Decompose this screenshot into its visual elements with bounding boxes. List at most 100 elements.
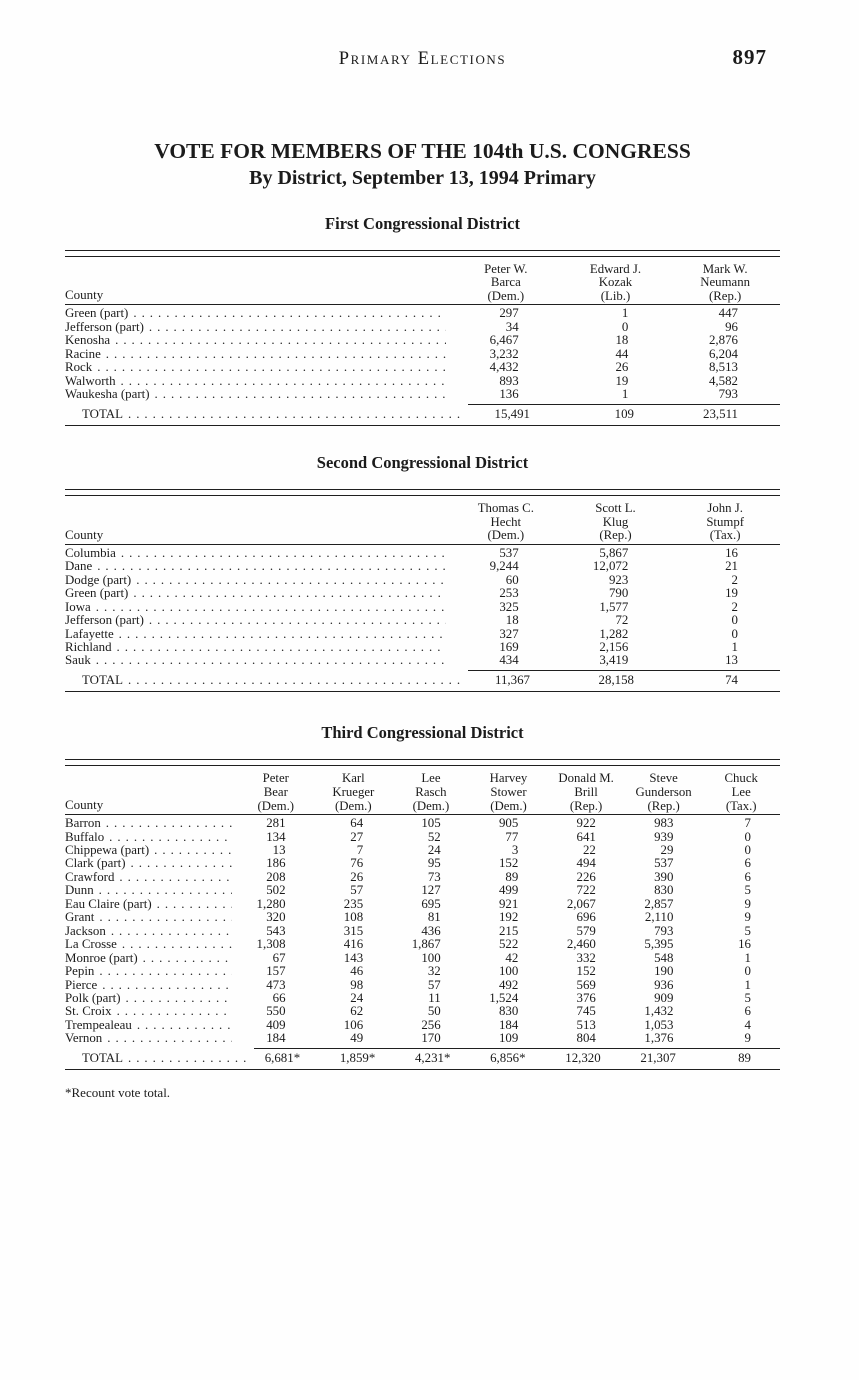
total-label: TOTAL [82,406,123,421]
dot-leader [99,911,232,924]
county-cell: Rock [65,361,451,374]
dot-leader [115,334,446,347]
vote-count: 1,280 [256,896,286,911]
candidate-headers: Peter Bear (Dem.) Karl Krueger (Dem.) Lee Rasch… [237,772,780,813]
vote-count: 215 [498,923,519,938]
row-values: 327 1,282 0 [451,627,780,641]
section-title-second-district: Second Congressional District [316,453,529,472]
vote-count: 5 [744,990,751,1005]
dot-leader [137,1019,232,1032]
county-name: Pierce [65,978,98,992]
row-values: 157 46 32 100 152 190 0 [237,964,780,979]
vote-count: 235 [343,896,364,911]
county-name: Buffalo [65,830,105,844]
vote-count: 502 [266,883,286,898]
vote-count: 226 [576,869,596,884]
total-label-cell: TOTAL [65,1048,254,1069]
dot-leader [154,844,232,857]
table-row: Polk (part) 66 24 11 1,524 376 909 5 [65,990,780,1005]
vote-count: 60 [505,572,519,587]
vote-count: 96 [725,319,738,334]
vote-count: 436 [421,923,441,938]
vote-count: 325 [499,599,519,614]
row-values: 253 790 19 [451,586,780,601]
vote-count: 9,244 [489,559,519,574]
total-vote-count: 23,511 [703,406,738,421]
total-label: TOTAL [82,1050,123,1065]
county-name: Chippewa (part) [65,844,150,857]
table-row: Jefferson (part) 18 72 0 [65,613,780,627]
county-name: Waukesha (part) [65,388,150,402]
vote-count: 2,460 [566,937,596,952]
total-values: 15,491 109 23,511 [468,403,780,425]
county-cell: Racine [65,348,451,361]
table-row: Green (part) 297 1 447 [65,306,780,321]
vote-count: 5,867 [599,545,629,560]
vote-count: 1 [621,387,629,402]
total-vote-count: 1,859* [339,1050,376,1065]
vote-count: 5 [744,883,751,898]
dot-leader [149,614,446,627]
county-cell: Vernon [65,1032,237,1045]
county-cell: Walworth [65,375,451,388]
vote-count: 100 [421,950,441,965]
row-values: 6,467 18 2,876 [451,333,780,347]
vote-count: 57 [427,977,441,992]
candidate-column-header: John J. Stumpf (Tax.) [706,501,744,543]
table-row: Sauk 434 3,419 13 [65,653,780,668]
vote-count: 543 [266,923,286,938]
third-district-table: County Peter Bear (Dem.) Karl Krueger (Dem.) L… [65,759,780,1071]
row-values: 550 62 50 830 745 1,432 6 [237,1004,780,1019]
dot-leader [128,674,463,687]
vote-count: 641 [576,829,596,844]
county-name: St. Croix [65,1005,112,1019]
vote-count: 42 [505,950,519,965]
vote-count: 253 [499,586,519,601]
vote-count: 100 [498,964,519,979]
vote-count: 1,308 [256,937,286,952]
dot-leader [99,965,232,978]
county-name: Columbia [65,546,116,560]
table-row: Racine 3,232 44 6,204 [65,347,780,361]
vote-count: 22 [582,843,596,857]
county-column-header: County [65,287,104,303]
county-cell: Green (part) [65,587,451,600]
table-row: Kenosha 6,467 18 2,876 [65,333,780,348]
vote-count: 922 [576,816,596,831]
vote-count: 4,582 [708,373,738,388]
vote-count: 27 [350,829,364,844]
total-row: TOTAL 6,681* 1,859* 4,231* 6,856* 12,320 21,3… [65,1047,780,1069]
county-cell: Jackson [65,925,237,938]
county-name: Green (part) [65,587,129,601]
row-values: 473 98 57 492 569 936 1 [237,977,780,992]
table-row: Dunn 502 57 127 499 722 830 5 [65,883,780,898]
table-row: Barron 281 64 105 905 922 983 7 [65,816,780,831]
vote-count: 297 [499,306,519,321]
vote-count: 537 [499,545,519,560]
first-district-table: County Peter W. Barca (Dem.) Edward J. Kozak… [65,249,780,426]
vote-count: 169 [499,639,519,654]
county-cell: Eau Claire (part) [65,898,237,911]
vote-count: 1,577 [599,599,629,614]
county-cell: Richland [65,641,451,654]
table-row: Waukesha (part) 136 1 793 [65,387,780,402]
vote-count: 12,072 [592,559,629,574]
row-values: 325 1,577 2 [451,599,780,614]
vote-count: 1,432 [644,1004,674,1019]
county-name: Iowa [65,600,91,614]
row-values: 502 57 127 499 722 830 5 [237,883,780,898]
row-values: 186 76 95 152 494 537 6 [237,856,780,871]
vote-count: 3,419 [599,653,629,668]
vote-count: 19 [725,586,738,601]
vote-count: 494 [576,856,596,871]
vote-count: 0 [744,964,751,979]
row-values: 9,244 12,072 21 [451,559,780,574]
vote-count: 184 [266,1031,286,1046]
vote-count: 29 [660,843,674,857]
row-values: 184 49 170 109 804 1,376 9 [237,1031,780,1046]
vote-count: 548 [654,950,674,965]
county-name: Kenosha [65,334,111,348]
county-cell: Polk (part) [65,992,237,1005]
vote-count: 32 [427,964,441,979]
vote-count: 57 [350,883,364,898]
